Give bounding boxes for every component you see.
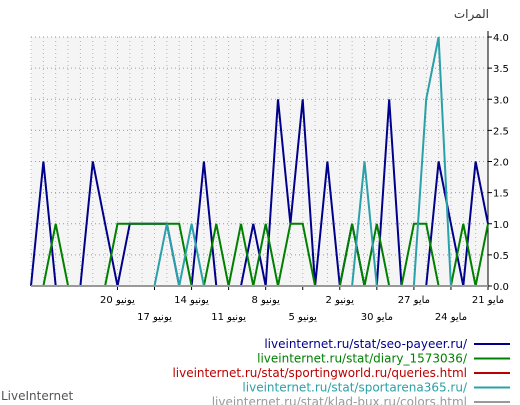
series-line-2 [31,222,489,287]
x-tick-label: 17 يونيو [137,312,172,323]
legend-label-4: liveinternet.ru/stat/sportarena365.ru/ [242,381,468,395]
y-tick-label: 1.5 [493,189,509,200]
x-tick-label: 30 مايو [361,312,393,323]
x-tick-label: 20 يونيو [100,295,135,306]
y-tick-label: 2.5 [493,126,509,137]
x-tick-label: 2 يونيو [326,295,355,306]
legend-label-5: liveinternet.ru/stat/klad-bux.ru/colors.… [212,395,467,405]
y-tick-label: 2.0 [493,158,509,169]
x-tick-label: 21 مايو [472,295,504,306]
x-tick-label: 11 يونيو [211,312,246,323]
legend-label-2: liveinternet.ru/stat/diary_1573036/ [257,352,468,366]
y-axis-title: المرات [454,7,489,22]
y-tick-label: 0.0 [493,282,509,293]
legend-label-1: liveinternet.ru/stat/seo-payeer.ru/ [264,337,468,351]
legend-label-3: liveinternet.ru/stat/sportingworld.ru/qu… [172,366,467,380]
x-tick-label: 5 يونيو [288,312,317,323]
y-tick-label: 3.5 [493,64,509,75]
brand-label: LiveInternet [1,389,73,403]
x-tick-label: 27 مايو [398,295,430,306]
x-tick-label: 8 يونيو [251,295,280,306]
x-tick-label: 14 يونيو [174,295,209,306]
y-tick-label: 4.0 [493,33,509,44]
x-tick-label: 24 مايو [435,312,467,323]
y-tick-label: 1.0 [493,220,509,231]
y-tick-label: 3.0 [493,95,509,106]
y-tick-label: 0.5 [493,251,509,262]
